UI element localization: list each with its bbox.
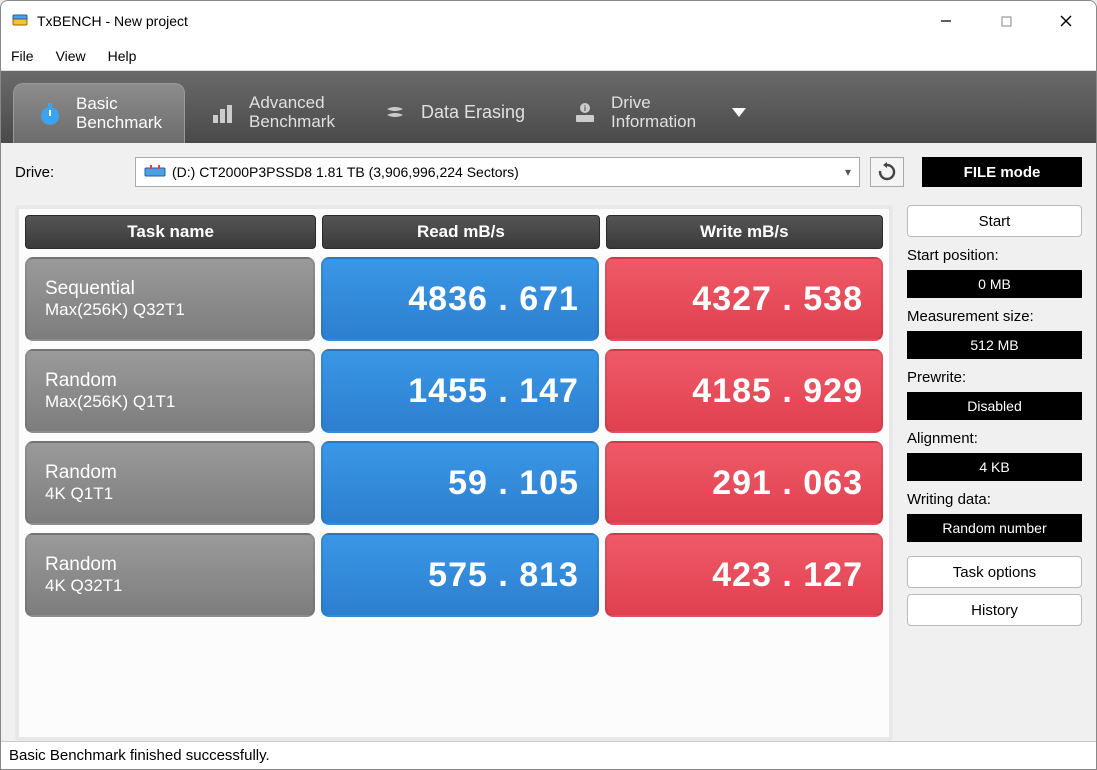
header-task: Task name (25, 215, 316, 249)
task-cell[interactable]: Sequential Max(256K) Q32T1 (25, 257, 315, 341)
bench-header: Task name Read mB/s Write mB/s (25, 215, 883, 249)
status-text: Basic Benchmark finished successfully. (9, 747, 270, 764)
start-position-value[interactable]: 0 MB (907, 270, 1082, 298)
tab-label: Benchmark (76, 114, 162, 133)
header-read: Read mB/s (322, 215, 599, 249)
drive-row: Drive: (D:) CT2000P3PSSD8 1.81 TB (3,906… (1, 143, 1096, 197)
alignment-label: Alignment: (907, 430, 1082, 447)
read-value: 4836 . 671 (321, 257, 599, 341)
benchmark-panel: Task name Read mB/s Write mB/s Sequentia… (15, 205, 893, 741)
task-title: Sequential (45, 278, 295, 300)
task-subtitle: 4K Q32T1 (45, 576, 295, 596)
menu-file[interactable]: File (11, 48, 34, 64)
task-cell[interactable]: Random 4K Q32T1 (25, 533, 315, 617)
bench-row: Random 4K Q32T1 575 . 813 423 . 127 (25, 533, 883, 617)
tab-drive-information[interactable]: i DriveInformation (549, 83, 718, 143)
statusbar: Basic Benchmark finished successfully. (1, 741, 1096, 769)
content-area: Task name Read mB/s Write mB/s Sequentia… (1, 197, 1096, 741)
write-value: 4185 . 929 (605, 349, 883, 433)
task-subtitle: 4K Q1T1 (45, 484, 295, 504)
header-write: Write mB/s (606, 215, 883, 249)
titlebar: TxBENCH - New project (1, 1, 1096, 41)
window-title: TxBENCH - New project (37, 13, 916, 29)
svg-text:i: i (584, 104, 586, 113)
task-subtitle: Max(256K) Q1T1 (45, 392, 295, 412)
alignment-value[interactable]: 4 KB (907, 453, 1082, 481)
measurement-size-value[interactable]: 512 MB (907, 331, 1082, 359)
task-cell[interactable]: Random Max(256K) Q1T1 (25, 349, 315, 433)
task-subtitle: Max(256K) Q32T1 (45, 300, 295, 320)
task-options-button[interactable]: Task options (907, 556, 1082, 588)
stopwatch-icon (36, 100, 64, 128)
prewrite-value[interactable]: Disabled (907, 392, 1082, 420)
erase-icon (381, 99, 409, 127)
refresh-button[interactable] (870, 157, 904, 187)
tab-advanced-benchmark[interactable]: AdvancedBenchmark (187, 83, 357, 143)
tab-label: Data Erasing (421, 103, 525, 123)
start-position-label: Start position: (907, 247, 1082, 264)
tabs-bar: BasicBenchmark AdvancedBenchmark Data Er… (1, 71, 1096, 143)
disk-icon (144, 164, 166, 180)
tab-basic-benchmark[interactable]: BasicBenchmark (13, 83, 185, 143)
task-cell[interactable]: Random 4K Q1T1 (25, 441, 315, 525)
read-value: 1455 . 147 (321, 349, 599, 433)
menu-help[interactable]: Help (108, 48, 137, 64)
writing-data-value[interactable]: Random number (907, 514, 1082, 542)
task-title: Random (45, 462, 295, 484)
close-button[interactable] (1036, 1, 1096, 41)
start-button[interactable]: Start (907, 205, 1082, 237)
drive-label: Drive: (15, 164, 125, 181)
history-button[interactable]: History (907, 594, 1082, 626)
app-window: TxBENCH - New project File View Help Bas… (0, 0, 1097, 770)
minimize-button[interactable] (916, 1, 976, 41)
bench-row: Random Max(256K) Q1T1 1455 . 147 4185 . … (25, 349, 883, 433)
menu-view[interactable]: View (56, 48, 86, 64)
writing-data-label: Writing data: (907, 491, 1082, 508)
tab-label: Advanced (249, 94, 335, 113)
write-value: 4327 . 538 (605, 257, 883, 341)
drive-select[interactable]: (D:) CT2000P3PSSD8 1.81 TB (3,906,996,22… (135, 157, 860, 187)
write-value: 423 . 127 (605, 533, 883, 617)
write-value: 291 . 063 (605, 441, 883, 525)
tab-label: Information (611, 113, 696, 132)
bench-row: Random 4K Q1T1 59 . 105 291 . 063 (25, 441, 883, 525)
app-icon (11, 12, 29, 30)
drive-value: (D:) CT2000P3PSSD8 1.81 TB (3,906,996,22… (172, 164, 519, 180)
file-mode-button[interactable]: FILE mode (922, 157, 1082, 187)
bars-icon (209, 99, 237, 127)
tab-label: Basic (76, 95, 162, 114)
tab-data-erasing[interactable]: Data Erasing (359, 83, 547, 143)
read-value: 59 . 105 (321, 441, 599, 525)
bench-row: Sequential Max(256K) Q32T1 4836 . 671 43… (25, 257, 883, 341)
side-panel: Start Start position: 0 MB Measurement s… (907, 205, 1082, 741)
tab-label: Benchmark (249, 113, 335, 132)
measurement-size-label: Measurement size: (907, 308, 1082, 325)
tab-overflow-button[interactable] (720, 83, 758, 143)
window-controls (916, 1, 1096, 41)
drive-info-icon: i (571, 99, 599, 127)
chevron-down-icon: ▾ (845, 165, 851, 179)
tab-label: Drive (611, 94, 696, 113)
read-value: 575 . 813 (321, 533, 599, 617)
task-title: Random (45, 370, 295, 392)
maximize-button[interactable] (976, 1, 1036, 41)
task-title: Random (45, 554, 295, 576)
prewrite-label: Prewrite: (907, 369, 1082, 386)
menubar: File View Help (1, 41, 1096, 71)
